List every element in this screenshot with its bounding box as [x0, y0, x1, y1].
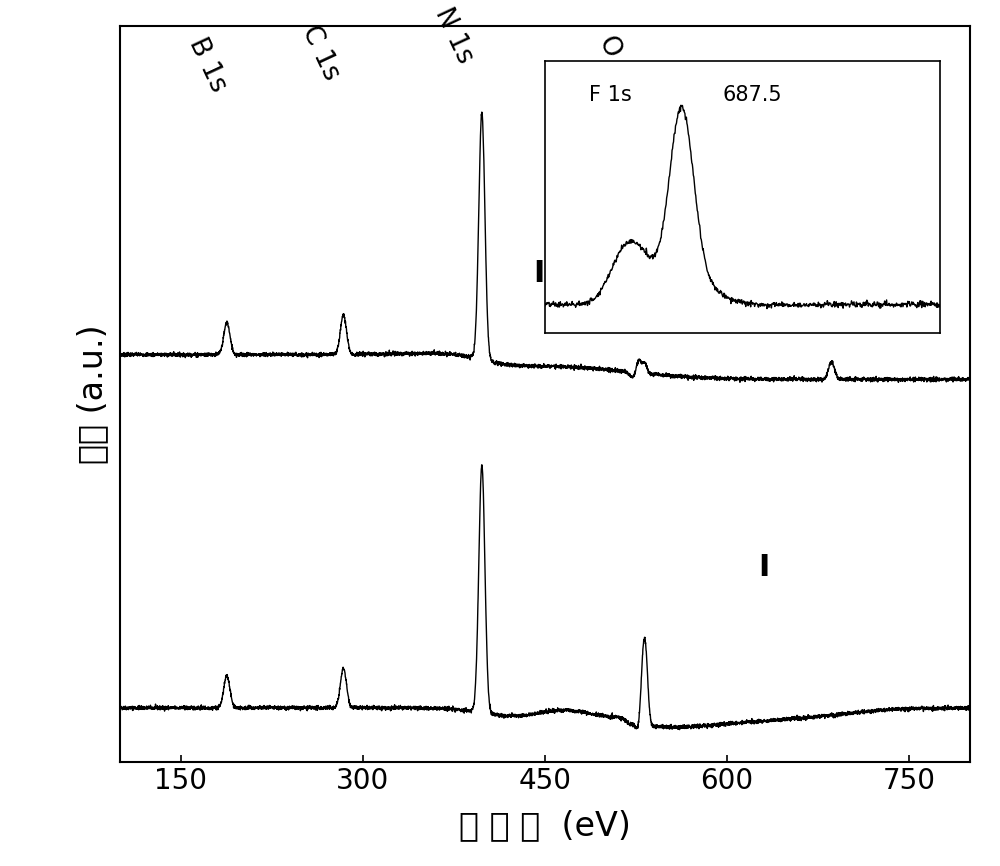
X-axis label: 结 合 能  (eV): 结 合 能 (eV)	[459, 809, 631, 842]
Text: B 1s: B 1s	[184, 34, 231, 97]
Text: C 1s: C 1s	[296, 22, 344, 85]
Text: II: II	[534, 259, 556, 288]
Text: I: I	[758, 553, 769, 582]
Text: 687.5: 687.5	[722, 86, 782, 106]
Y-axis label: 强度 (a.u.): 强度 (a.u.)	[76, 324, 109, 464]
Text: F 1s: F 1s	[589, 86, 632, 106]
Text: F 1s: F 1s	[788, 159, 842, 185]
Text: N 1s: N 1s	[430, 3, 478, 68]
Text: O 1s: O 1s	[593, 32, 642, 97]
